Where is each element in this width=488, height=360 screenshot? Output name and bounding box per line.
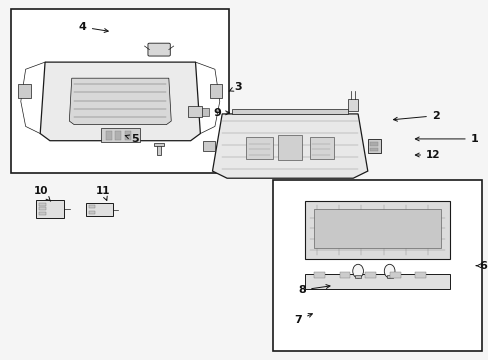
Text: 7: 7 — [294, 314, 312, 325]
Bar — [154, 143, 163, 147]
Bar — [304, 274, 449, 289]
Bar — [89, 205, 95, 208]
Bar — [203, 141, 215, 152]
Bar — [36, 201, 64, 217]
Bar — [86, 203, 113, 216]
Bar — [89, 211, 95, 213]
Text: 5: 5 — [125, 134, 139, 144]
Text: 12: 12 — [414, 150, 440, 160]
Text: 6: 6 — [475, 261, 486, 271]
Bar — [210, 84, 222, 98]
Bar — [278, 135, 302, 160]
Bar — [246, 137, 273, 158]
Bar — [309, 137, 333, 158]
Text: 10: 10 — [34, 186, 51, 201]
Bar — [188, 106, 202, 117]
Bar — [157, 144, 161, 155]
Bar — [39, 212, 46, 215]
Bar — [202, 108, 209, 116]
Bar — [369, 148, 378, 151]
Bar — [105, 131, 111, 140]
Bar — [304, 202, 449, 258]
Ellipse shape — [384, 264, 394, 278]
Bar — [314, 272, 325, 278]
Bar — [39, 207, 46, 210]
Bar — [389, 272, 400, 278]
Bar — [101, 128, 140, 143]
Bar — [364, 272, 375, 278]
Text: 11: 11 — [96, 186, 110, 201]
Polygon shape — [40, 62, 200, 141]
Bar — [39, 203, 46, 206]
Text: 2: 2 — [393, 111, 439, 121]
Polygon shape — [69, 78, 171, 125]
Bar — [369, 143, 378, 146]
Bar — [354, 275, 360, 278]
Text: 3: 3 — [228, 82, 242, 92]
Bar — [367, 139, 381, 153]
Bar — [314, 208, 440, 248]
Bar — [273, 180, 481, 351]
FancyBboxPatch shape — [148, 43, 170, 56]
Ellipse shape — [352, 264, 363, 278]
Bar — [11, 9, 229, 173]
Bar — [386, 275, 392, 278]
Bar — [343, 279, 386, 282]
Bar — [231, 109, 347, 114]
Bar — [414, 272, 425, 278]
Bar — [347, 99, 357, 111]
Bar — [125, 131, 131, 140]
Polygon shape — [212, 114, 367, 178]
Bar — [115, 131, 121, 140]
Bar — [339, 272, 349, 278]
Text: 4: 4 — [79, 22, 108, 32]
Bar — [19, 84, 30, 98]
Text: 9: 9 — [213, 108, 229, 118]
Text: 1: 1 — [414, 134, 477, 144]
Text: 8: 8 — [298, 285, 329, 295]
